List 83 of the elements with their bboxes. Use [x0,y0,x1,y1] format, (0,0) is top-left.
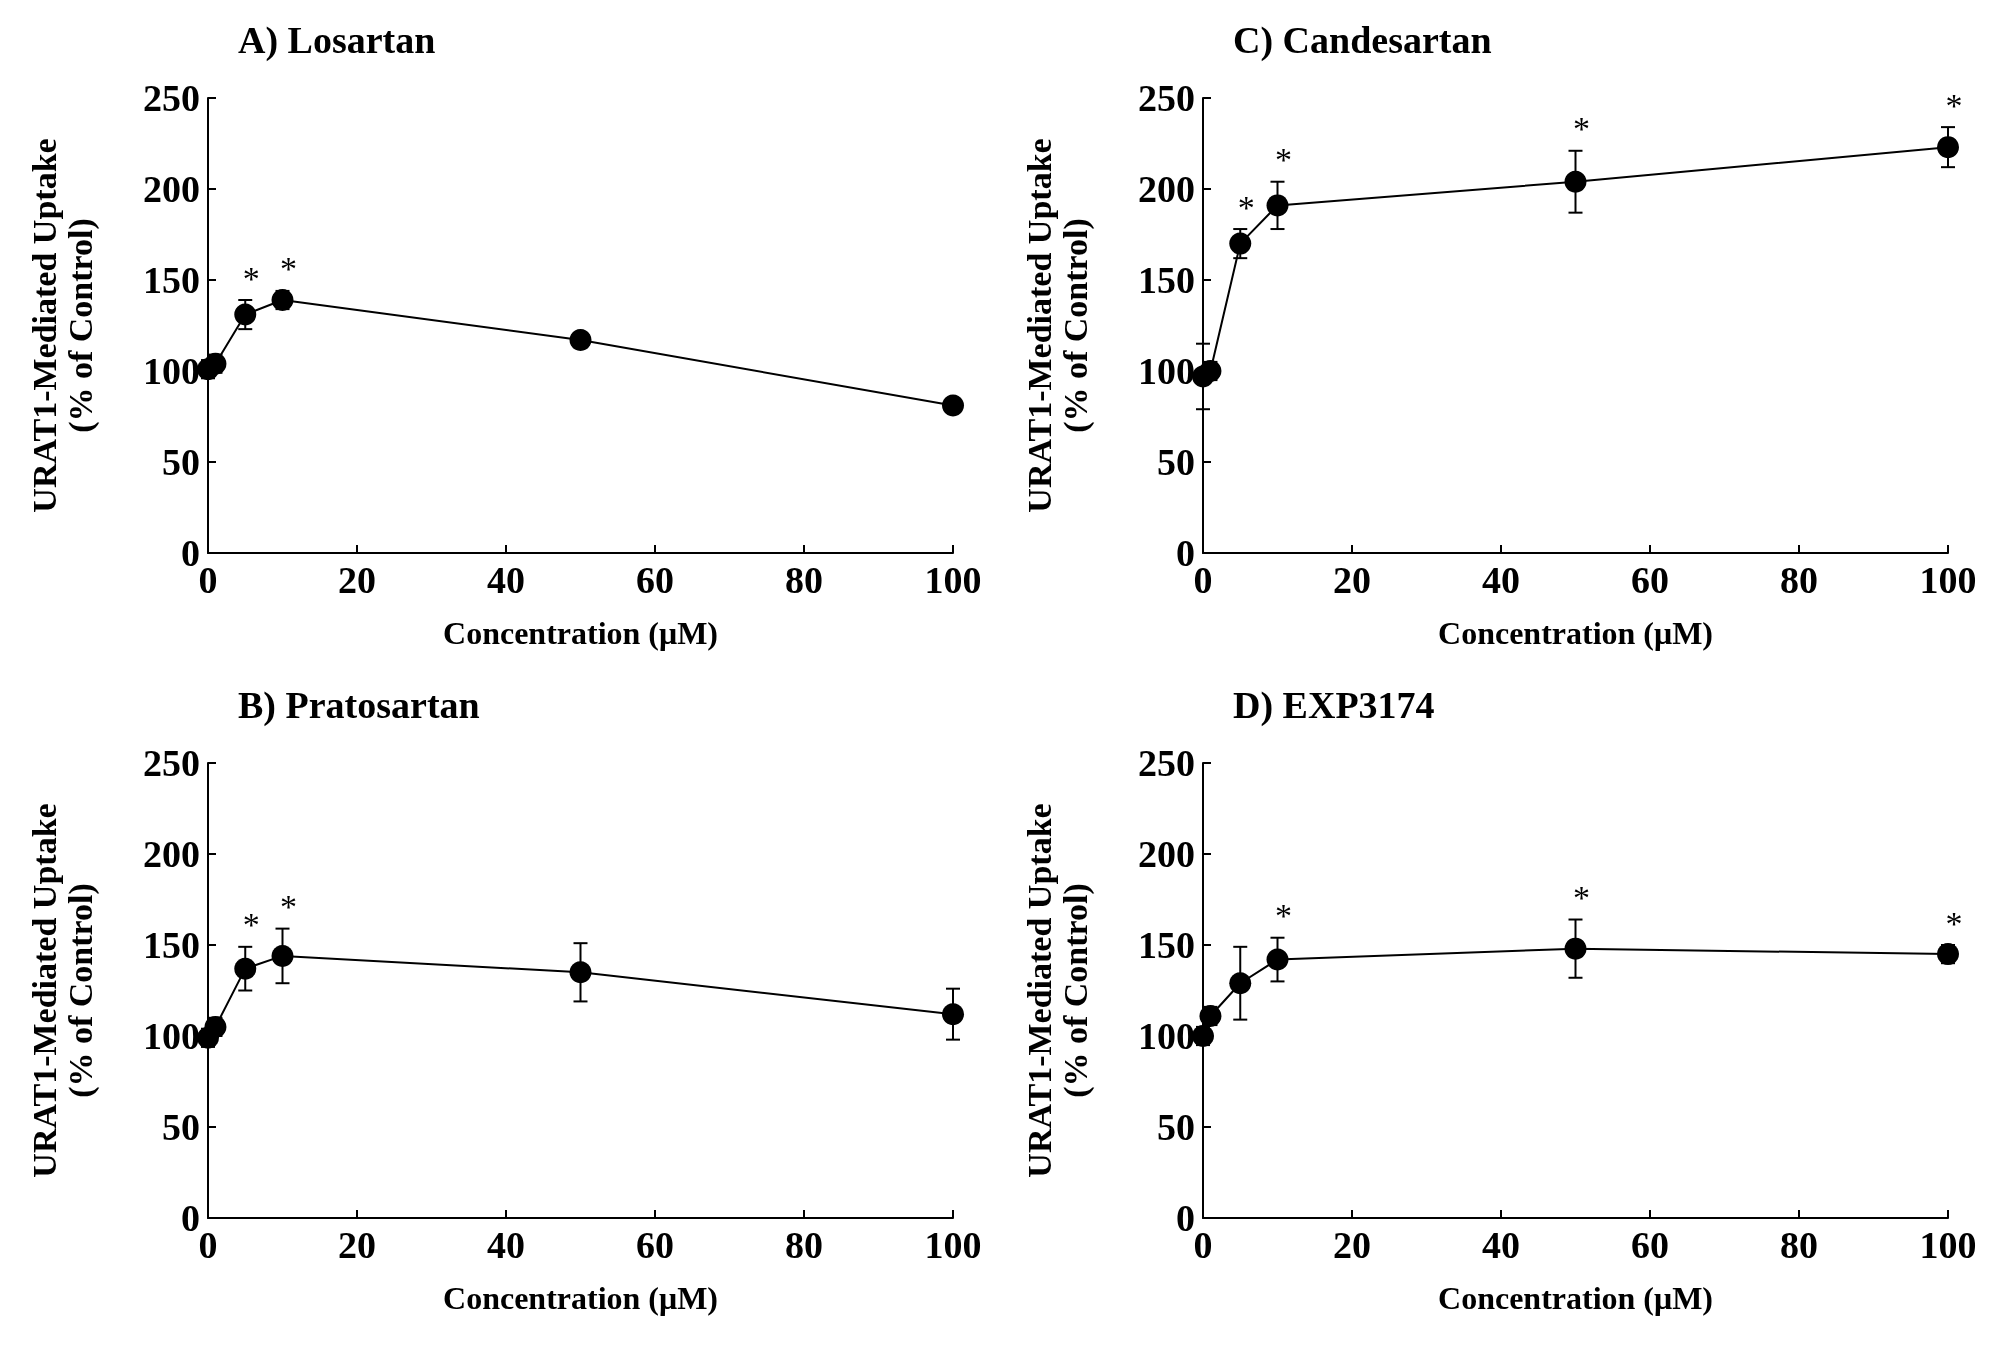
y-axis-title: URAT1-Mediated Uptake (% of Control) [25,138,100,513]
x-tick-label: 40 [487,559,525,601]
point [1937,136,1959,159]
y-tick-label: 100 [143,1015,200,1057]
annotation: * [1275,897,1292,935]
x-tick-label: 80 [785,1224,823,1266]
annotation: * [1573,110,1590,148]
y-tick-label: 0 [1176,1197,1195,1239]
x-tick-label: 40 [487,1224,525,1266]
point [1192,1025,1214,1047]
x-axis-title: Concentration (μM) [1438,615,1713,651]
point [569,961,592,984]
y-tick-label: 50 [162,1106,200,1148]
point [1199,1004,1222,1027]
point [1229,232,1252,255]
x-tick-label: 80 [785,559,823,601]
point [1266,948,1289,971]
chart-title: A) Losartan [238,19,436,62]
x-tick-label: 60 [636,559,674,601]
y-tick-label: 100 [143,350,200,392]
x-tick-label: 80 [1780,1224,1818,1266]
x-tick-label: 80 [1780,559,1818,601]
x-tick-label: 60 [1631,1224,1669,1266]
x-tick-label: 100 [1919,559,1977,601]
x-tick-label: 20 [338,559,376,601]
x-tick-label: 60 [636,1224,674,1266]
chart-title: D) EXP3174 [1233,684,1435,727]
y-tick-label: 0 [181,1197,200,1239]
y-tick-label: 100 [1138,350,1195,392]
y-tick-label: 150 [1138,924,1195,966]
x-tick-label: 40 [1482,559,1520,601]
annotation: * [242,906,260,944]
x-tick-label: 20 [338,1224,376,1266]
x-tick-label: 20 [1333,559,1371,601]
annotation: * [1275,141,1292,179]
point [1564,170,1587,193]
x-axis-title: Concentration (μM) [443,615,718,651]
annotation: * [280,888,297,926]
y-tick-label: 150 [143,924,200,966]
y-tick-label: 250 [143,77,200,119]
point [234,957,257,980]
y-axis-title: URAT1-Mediated Uptake (% of Control) [1020,138,1095,513]
x-tick-label: 20 [1333,1224,1371,1266]
y-axis-title: URAT1-Mediated Uptake (% of Control) [1020,803,1095,1178]
x-tick-label: 100 [924,559,982,601]
chart-title: B) Pratosartan [238,684,480,727]
point [234,303,257,326]
y-tick-label: 0 [181,532,200,574]
point [1564,937,1587,960]
x-tick-label: 60 [1631,559,1669,601]
x-tick-label: 40 [1482,1224,1520,1266]
x-axis-title: Concentration (μM) [1438,1280,1713,1316]
y-tick-label: 150 [1138,259,1195,301]
y-tick-label: 50 [162,441,200,483]
annotation: * [280,250,297,288]
annotation: * [1945,86,1963,124]
y-tick-label: 250 [143,742,200,784]
y-tick-label: 50 [1157,1106,1195,1148]
y-tick-label: 0 [1176,532,1195,574]
y-tick-label: 250 [1138,77,1195,119]
y-tick-label: 200 [143,833,200,875]
y-tick-label: 200 [143,168,200,210]
y-tick-label: 200 [1138,833,1195,875]
y-tick-label: 50 [1157,441,1195,483]
point [1266,194,1289,217]
annotation: * [1573,879,1590,917]
y-tick-label: 150 [143,259,200,301]
y-tick-label: 200 [1138,168,1195,210]
point [1229,972,1252,995]
x-tick-label: 100 [924,1224,982,1266]
chart-title: C) Candesartan [1233,19,1492,62]
annotation: * [1945,904,1963,942]
annotation: * [1237,188,1255,226]
annotation: * [242,259,260,297]
point [942,394,964,417]
x-axis-title: Concentration (μM) [443,1280,718,1316]
point [569,329,592,352]
y-axis-title: URAT1-Mediated Uptake (% of Control) [25,803,100,1178]
y-tick-label: 100 [1138,1015,1195,1057]
y-tick-label: 250 [1138,742,1195,784]
point [942,1003,964,1026]
point [271,944,294,967]
x-tick-label: 100 [1919,1224,1977,1266]
